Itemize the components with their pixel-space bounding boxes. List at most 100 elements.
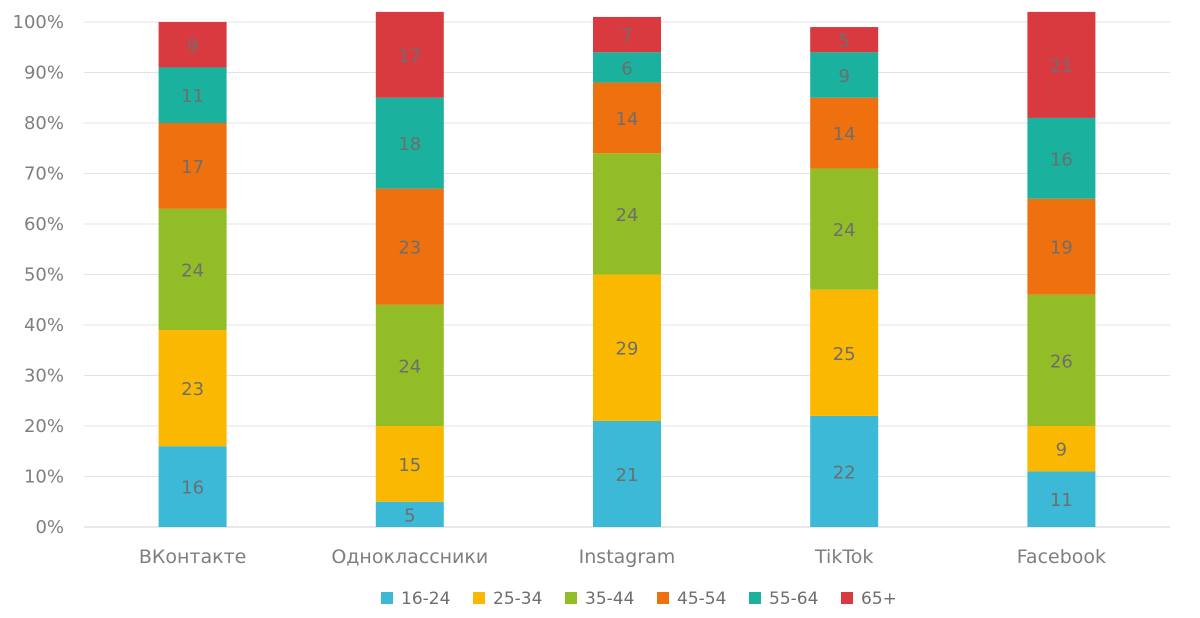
bar-segment [810,27,879,53]
bar-segment [158,446,227,527]
legend-label: 55-64 [769,589,818,609]
bar-segment [1027,117,1096,199]
bar-data-label: 23 [181,379,204,400]
bar-data-label: 15 [398,455,421,476]
bar-segment [810,289,879,416]
legend-label: 45-54 [677,589,726,609]
x-category-label: Instagram [579,546,676,568]
bar-data-label: 29 [616,339,639,360]
legend-item: 35-44 [565,589,634,609]
bar-segment [593,82,661,154]
bar-segment [158,22,227,68]
bar-data-label: 24 [833,220,856,241]
x-axis-categories: ВКонтакте Одноклассники Instagram TikTok Fac… [139,546,1106,568]
legend-swatch [841,592,853,604]
legend-swatch [381,592,393,604]
bar-segment [1027,471,1096,527]
bar-segment [810,97,879,169]
legend-swatch [473,592,485,604]
bar-data-label: 23 [398,238,421,259]
y-tick-label: 70% [24,164,64,185]
y-tick-label: 30% [24,366,64,387]
bar-data-label: 5 [838,31,849,52]
legend-swatch [657,592,669,604]
bar-data-label: 9 [187,36,198,57]
bar-data-label: 14 [833,124,856,145]
bar-segment [158,208,227,331]
y-tick-label: 40% [24,315,64,336]
bar-data-label: 11 [1050,490,1073,511]
legend-label: 35-44 [585,589,634,609]
bar-data-label: 21 [616,465,639,486]
bar-data-label: 6 [621,58,632,79]
bar-segment [375,304,444,426]
y-tick-label: 80% [24,113,64,134]
bar-stack: 5 15 24 23 18 17 [375,11,444,527]
bar-segment [375,97,444,189]
legend-label: 16-24 [401,589,450,609]
legend-item: 65+ [841,589,897,609]
bar-segment [1027,426,1096,472]
bar-segment [593,420,661,527]
bar-data-label: 5 [404,505,415,526]
bar-segment [593,153,661,275]
bar-data-label: 11 [181,86,204,107]
bar-segment [1027,198,1096,295]
legend-item: 16-24 [381,589,450,609]
bar-data-label: 25 [833,344,856,365]
bar-segment [158,67,227,123]
y-tick-label: 60% [24,214,64,235]
bar-data-label: 19 [1050,238,1073,259]
bar-data-label: 9 [838,66,849,87]
bar-segment [158,123,227,209]
y-tick-label: 50% [24,265,64,286]
bar-segment [375,426,444,502]
bar-segment [1027,11,1096,118]
bar-segment [158,330,227,447]
y-tick-label: 100% [13,12,64,33]
x-category-label: Facebook [1017,546,1106,568]
bar-stack: 16 23 24 17 11 9 [158,22,227,527]
bar-segment [375,188,444,305]
legend-swatch [749,592,761,604]
y-tick-label: 20% [24,416,64,437]
bar-data-label: 17 [398,46,421,67]
bar-data-label: 7 [621,26,632,47]
bar-stack: 22 25 24 14 9 5 [810,27,879,527]
bar-segment [375,11,444,98]
legend-label: 65+ [861,589,897,609]
bar-data-label: 21 [1050,56,1073,77]
legend-item: 25-34 [473,589,542,609]
bar-segment [810,52,879,98]
legend-item: 45-54 [657,589,726,609]
bar-data-label: 17 [181,157,204,178]
bar-data-label: 16 [1050,149,1073,170]
bar-segment [593,16,661,53]
bar-stack: 21 29 24 14 6 7 [593,16,661,527]
bar-segment [593,52,661,83]
legend: 16-24 25-34 35-44 45-54 55-64 65+ [381,589,897,609]
bar-stack: 11 9 26 19 16 21 [1027,11,1096,527]
bar-segment [375,501,444,527]
bar-segment [1027,294,1096,426]
bar-data-label: 14 [616,109,639,130]
bar-segment [810,415,879,527]
x-category-label: TikTok [814,546,873,568]
bar-data-label: 16 [181,478,204,499]
bar-segment [593,274,661,421]
x-category-label: ВКонтакте [139,546,247,568]
y-axis-ticks: 0% 10% 20% 30% 40% 50% 60% 70% 80% 90% 100% [13,12,64,538]
bar-data-label: 9 [1056,440,1067,461]
bar-data-label: 26 [1050,351,1073,372]
bar-data-label: 18 [398,134,421,155]
x-category-label: Одноклассники [331,546,488,568]
bar-data-label: 22 [833,462,856,483]
y-tick-label: 0% [35,517,64,538]
legend-swatch [565,592,577,604]
y-tick-label: 10% [24,467,64,488]
legend-item: 55-64 [749,589,818,609]
bar-data-label: 24 [398,356,421,377]
bar-segment [810,168,879,290]
